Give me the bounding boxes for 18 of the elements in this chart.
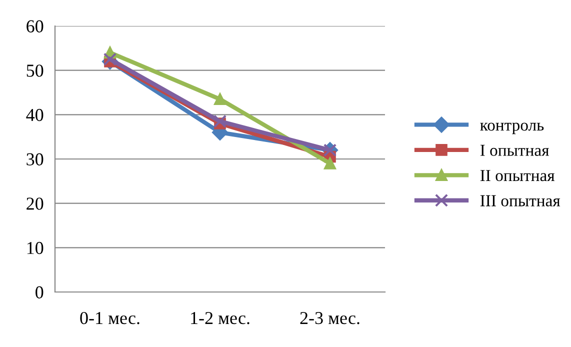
x-tick-label: 1-2 мес. <box>191 312 250 324</box>
y-tick-label: 10 <box>27 242 44 254</box>
y-tick-label: 0 <box>36 286 44 298</box>
point <box>214 93 226 106</box>
legend-label: II опытная <box>480 170 555 182</box>
y-tick-label: 40 <box>26 108 44 122</box>
x-tick-label: 2-3 мес. <box>300 312 360 324</box>
legend-label: контроль <box>480 122 544 134</box>
point <box>324 158 336 170</box>
y-tick-label: 30 <box>26 153 44 166</box>
legend-label: I опытная <box>480 144 549 156</box>
x-tick-label: 0-1 мес. <box>80 312 140 324</box>
point <box>213 114 227 128</box>
legend-label: III опытная <box>480 195 560 206</box>
point <box>103 52 117 66</box>
y-tick-label: 20 <box>26 198 44 210</box>
y-tick-label: 50 <box>26 64 44 77</box>
y-tick-label: 60 <box>26 20 44 32</box>
